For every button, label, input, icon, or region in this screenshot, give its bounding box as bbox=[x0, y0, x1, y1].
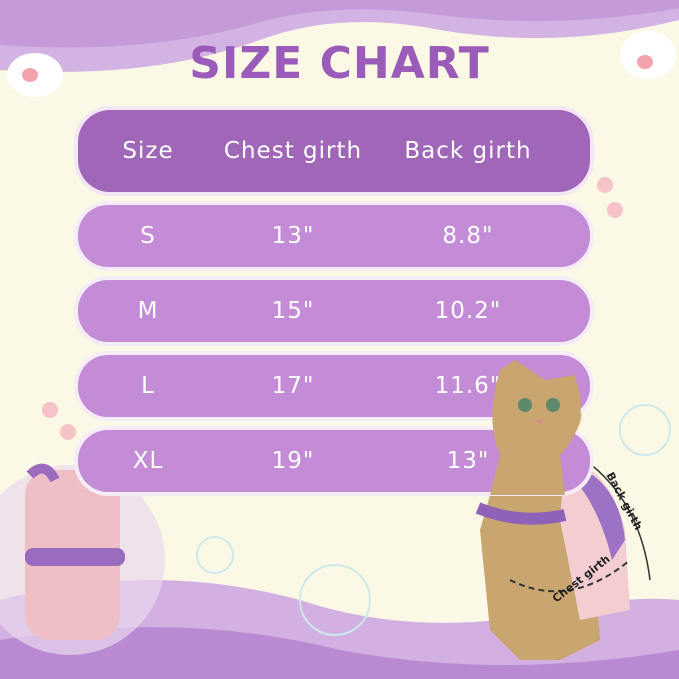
page-title: SIZE CHART bbox=[189, 38, 490, 89]
cell-chest: 13" bbox=[271, 223, 315, 249]
garment-image bbox=[0, 463, 165, 655]
cell-back: 8.8" bbox=[442, 223, 494, 249]
cell-back: 13" bbox=[446, 448, 490, 474]
cell-chest: 15" bbox=[271, 298, 315, 324]
cell-size: XL bbox=[132, 448, 164, 474]
cell-back: 10.2" bbox=[434, 298, 502, 324]
header-size: Size bbox=[122, 138, 174, 164]
cell-size: S bbox=[140, 223, 156, 249]
cell-chest: 17" bbox=[271, 373, 315, 399]
header-back-girth: Back girth bbox=[404, 138, 532, 164]
cell-size: M bbox=[137, 298, 159, 324]
bubble-icon bbox=[196, 404, 671, 636]
table-header-row: Size Chest girth Back girth bbox=[78, 110, 590, 192]
cell-size: L bbox=[141, 373, 155, 399]
table-row: S 13" 8.8" bbox=[78, 205, 590, 267]
cell-back: 11.6" bbox=[434, 373, 502, 399]
table-row: M 15" 10.2" bbox=[78, 280, 590, 342]
cat-head-image bbox=[490, 360, 581, 495]
cell-chest: 19" bbox=[271, 448, 315, 474]
header-chest-girth: Chest girth bbox=[223, 138, 363, 164]
heart-icon bbox=[42, 177, 623, 440]
cat-paw-right-icon bbox=[620, 31, 676, 79]
cat-paw-left-icon bbox=[7, 53, 63, 97]
